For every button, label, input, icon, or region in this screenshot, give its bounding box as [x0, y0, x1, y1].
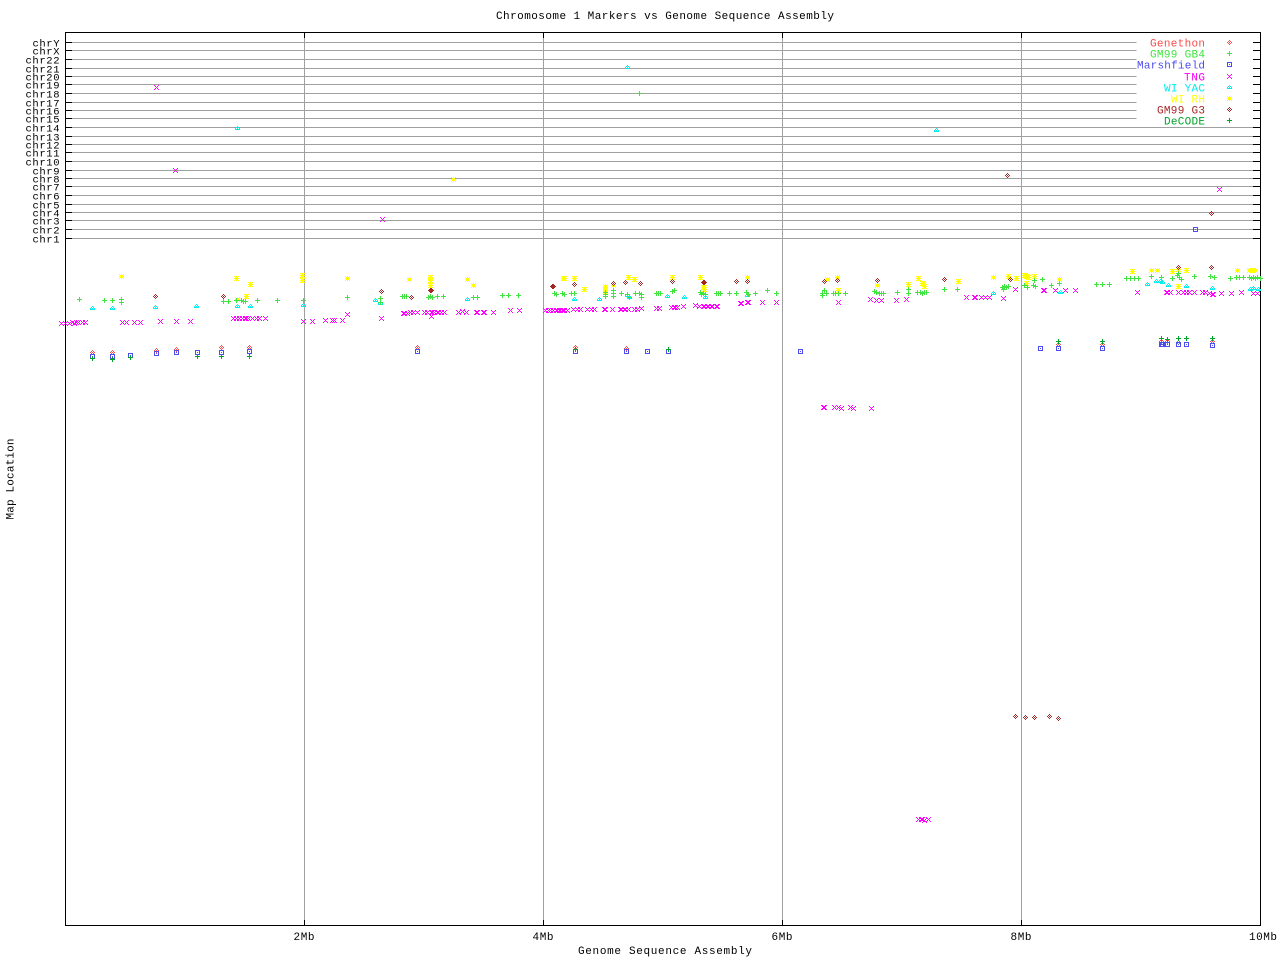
svg-text:WI YAC: WI YAC: [1164, 84, 1205, 96]
svg-text:chr16: chr16: [26, 107, 60, 119]
svg-text:chr7: chr7: [33, 183, 60, 195]
svg-text:GM99 GB4: GM99 GB4: [1150, 50, 1205, 62]
svg-text:chr14: chr14: [26, 124, 60, 136]
svg-text:chr2: chr2: [33, 226, 60, 238]
svg-text:WI RH: WI RH: [1171, 95, 1205, 107]
svg-text:chr9: chr9: [33, 167, 60, 179]
svg-text:chr11: chr11: [26, 149, 60, 161]
svg-text:chr3: chr3: [33, 217, 60, 229]
svg-text:chr21: chr21: [26, 65, 60, 77]
svg-text:chr17: chr17: [26, 99, 60, 111]
svg-text:GM99 G3: GM99 G3: [1157, 106, 1205, 118]
svg-text:DeCODE: DeCODE: [1164, 117, 1205, 129]
svg-text:TNG: TNG: [1184, 73, 1205, 85]
svg-text:Genome Sequence Assembly: Genome Sequence Assembly: [578, 946, 752, 958]
svg-text:chrY: chrY: [33, 39, 61, 51]
svg-text:Map Location: Map Location: [6, 439, 18, 520]
svg-text:Genethon: Genethon: [1150, 39, 1205, 51]
svg-text:chr13: chr13: [26, 133, 60, 145]
svg-text:chr1: chr1: [33, 235, 60, 247]
svg-text:Chromosome 1 Markers vs Genome: Chromosome 1 Markers vs Genome Sequence …: [496, 11, 834, 23]
svg-text:chr20: chr20: [26, 73, 60, 85]
svg-text:10Mb: 10Mb: [1249, 932, 1277, 944]
svg-text:chr22: chr22: [26, 56, 60, 68]
svg-text:chr19: chr19: [26, 81, 60, 93]
svg-text:chr6: chr6: [33, 192, 60, 204]
svg-text:8Mb: 8Mb: [1011, 932, 1032, 944]
svg-text:chr4: chr4: [33, 209, 60, 221]
svg-text:chr5: chr5: [33, 201, 60, 213]
svg-text:chr15: chr15: [26, 115, 60, 127]
svg-text:2Mb: 2Mb: [294, 932, 315, 944]
svg-text:chr12: chr12: [26, 141, 60, 153]
svg-text:chr8: chr8: [33, 175, 60, 187]
svg-text:chr18: chr18: [26, 90, 60, 102]
svg-text:6Mb: 6Mb: [772, 932, 793, 944]
svg-text:Marshfield: Marshfield: [1137, 61, 1205, 73]
svg-text:chrX: chrX: [33, 47, 61, 59]
svg-text:4Mb: 4Mb: [533, 932, 554, 944]
svg-text:chr10: chr10: [26, 158, 60, 170]
